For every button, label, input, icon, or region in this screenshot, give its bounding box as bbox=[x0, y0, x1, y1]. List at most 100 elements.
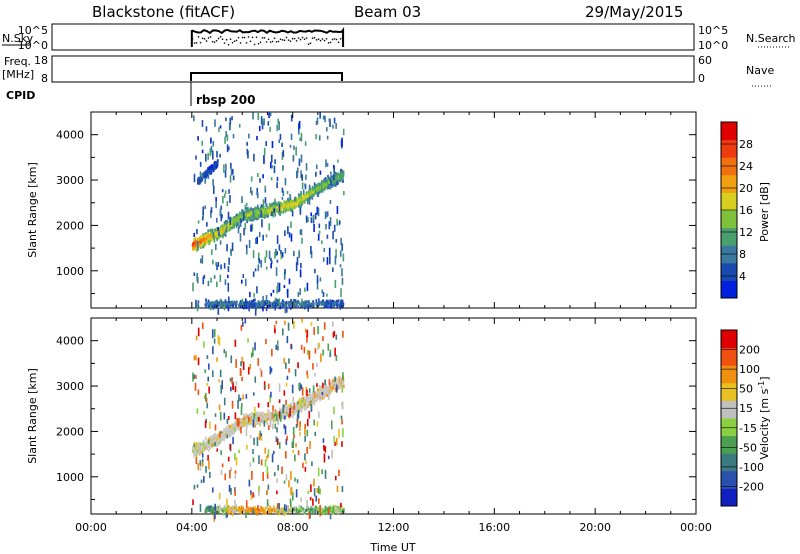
data-cell bbox=[233, 215, 235, 219]
data-cell bbox=[339, 383, 341, 387]
data-cell bbox=[335, 178, 337, 182]
data-cell bbox=[274, 198, 276, 203]
data-cell bbox=[223, 227, 226, 231]
data-cell bbox=[264, 211, 267, 215]
data-cell bbox=[205, 298, 207, 302]
data-cell bbox=[230, 427, 233, 431]
data-cell bbox=[207, 170, 209, 174]
data-cell bbox=[306, 282, 309, 292]
nsearch-point bbox=[313, 36, 316, 39]
data-cell bbox=[200, 444, 202, 448]
data-cell bbox=[214, 433, 216, 437]
data-cell bbox=[248, 216, 250, 220]
data-cell bbox=[244, 298, 247, 302]
data-cell bbox=[256, 417, 259, 421]
data-cell bbox=[233, 426, 235, 430]
data-cell bbox=[204, 232, 207, 236]
data-cell bbox=[262, 209, 265, 213]
data-cell bbox=[259, 208, 261, 212]
colorbar-tick-label: 16 bbox=[739, 204, 753, 217]
data-cell bbox=[273, 208, 276, 213]
data-cell bbox=[327, 174, 329, 178]
data-cell bbox=[337, 509, 339, 513]
data-cell bbox=[320, 387, 323, 391]
data-cell bbox=[328, 389, 331, 393]
data-cell bbox=[271, 210, 274, 214]
data-cell bbox=[307, 394, 310, 398]
freq-label-line2: [MHz] bbox=[2, 68, 34, 81]
data-cell bbox=[292, 410, 294, 414]
data-cell bbox=[332, 505, 335, 509]
data-cell bbox=[339, 377, 342, 381]
data-cell bbox=[338, 303, 340, 307]
data-cell bbox=[338, 173, 341, 177]
data-cell bbox=[302, 402, 304, 406]
data-cell bbox=[263, 302, 266, 306]
data-cell bbox=[323, 182, 326, 186]
data-cell bbox=[213, 438, 216, 442]
data-cell bbox=[323, 185, 325, 189]
data-cell bbox=[274, 248, 277, 257]
data-cell bbox=[284, 207, 286, 211]
data-cell bbox=[240, 507, 243, 511]
data-cell bbox=[335, 123, 337, 129]
data-cell bbox=[191, 449, 194, 453]
data-cell bbox=[293, 507, 295, 511]
data-cell bbox=[322, 388, 325, 392]
data-cell bbox=[294, 299, 297, 303]
data-cell bbox=[265, 208, 268, 212]
data-cell bbox=[331, 177, 333, 181]
data-cell bbox=[284, 247, 287, 254]
data-cell bbox=[340, 288, 342, 298]
data-cell bbox=[289, 144, 292, 148]
nsearch-point bbox=[237, 36, 240, 39]
data-cell bbox=[233, 218, 236, 222]
data-cell bbox=[257, 214, 260, 218]
data-cell bbox=[246, 425, 248, 429]
data-cell bbox=[208, 508, 211, 512]
data-cell bbox=[293, 412, 296, 416]
data-cell bbox=[214, 119, 216, 127]
data-cell bbox=[249, 421, 251, 425]
data-cell bbox=[303, 510, 306, 514]
data-cell bbox=[271, 165, 273, 169]
data-cell bbox=[232, 302, 234, 306]
data-cell bbox=[331, 299, 334, 303]
data-cell bbox=[211, 300, 213, 304]
data-cell bbox=[316, 394, 319, 398]
nsearch-point bbox=[199, 41, 202, 44]
data-cell bbox=[246, 216, 248, 220]
data-cell bbox=[275, 267, 278, 276]
data-cell bbox=[219, 369, 222, 377]
data-cell bbox=[288, 199, 291, 203]
data-cell bbox=[224, 220, 227, 224]
data-cell bbox=[335, 507, 338, 511]
data-cell bbox=[251, 417, 254, 421]
data-cell bbox=[316, 117, 319, 125]
data-cell bbox=[234, 425, 237, 429]
nsearch-point bbox=[255, 36, 258, 38]
data-cell bbox=[340, 168, 342, 172]
nsearch-point bbox=[341, 37, 344, 40]
data-cell bbox=[325, 299, 328, 303]
nsearch-point bbox=[327, 42, 330, 44]
data-cell bbox=[216, 227, 218, 231]
freq-right-tick-bottom: 0 bbox=[698, 72, 705, 85]
data-cell bbox=[193, 247, 196, 251]
nsearch-point bbox=[217, 37, 220, 40]
data-cell bbox=[264, 300, 266, 304]
freq-left-tick-top: 18 bbox=[34, 54, 48, 67]
nsearch-point bbox=[213, 41, 216, 43]
data-cell bbox=[323, 188, 326, 192]
colorbar-segment bbox=[721, 122, 737, 141]
data-cell bbox=[268, 223, 271, 231]
data-cell bbox=[319, 302, 321, 306]
data-cell bbox=[272, 202, 275, 206]
data-cell bbox=[212, 167, 214, 171]
data-cell bbox=[300, 505, 303, 509]
data-cell bbox=[285, 474, 288, 481]
nsearch-point bbox=[305, 37, 308, 39]
colorbar-tick-label: 8 bbox=[739, 248, 746, 261]
data-cell bbox=[216, 161, 219, 165]
data-cell bbox=[315, 164, 318, 169]
